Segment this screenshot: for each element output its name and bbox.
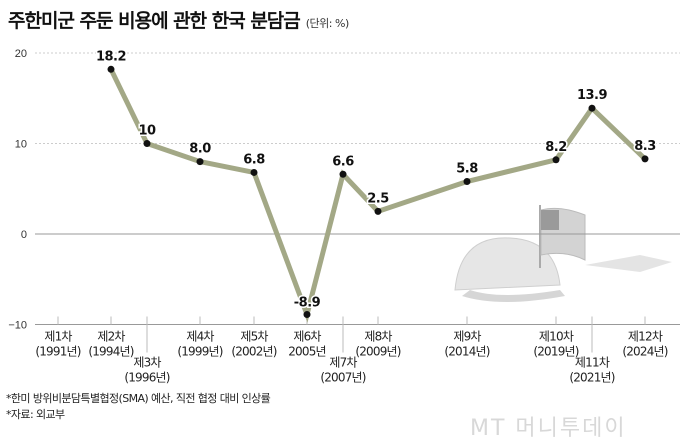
- x-tick-year: (1996년): [124, 371, 169, 385]
- data-point: [250, 168, 258, 176]
- data-point: [143, 140, 151, 147]
- data-point: [303, 311, 311, 319]
- x-tick-label: 제3차: [133, 356, 161, 370]
- data-point: [196, 158, 204, 166]
- logo-watermark: MT 머니투데이: [470, 416, 627, 441]
- chart-title: 주한미군 주둔 비용에 관한 한국 분담금 (단위: %): [8, 6, 349, 33]
- footnote-source: *자료: 외교부: [6, 408, 65, 421]
- data-label: 5.8: [456, 162, 478, 177]
- data-label: 18.2: [96, 49, 126, 64]
- x-tick-label: 제9차: [453, 330, 481, 344]
- helmet-icon: [454, 237, 561, 291]
- x-tick-year: (2009년): [355, 345, 400, 359]
- x-tick-label: 제5차: [240, 330, 268, 344]
- x-tick-year: (1999년): [177, 345, 222, 359]
- x-tick-year: 2005년: [288, 345, 326, 359]
- data-point: [641, 155, 649, 163]
- data-label: 6.8: [243, 152, 265, 167]
- data-label: 8.3: [634, 139, 656, 154]
- data-point: [107, 65, 115, 73]
- data-label: 6.6: [332, 154, 354, 169]
- data-label: 2.5: [367, 191, 389, 206]
- x-tick-label: 제7차: [329, 356, 357, 370]
- x-tick-year: (2021년): [569, 371, 614, 385]
- x-tick-year: (2024년): [622, 345, 667, 359]
- x-tick-year: (2002년): [231, 345, 276, 359]
- data-label: 13.9: [577, 88, 608, 103]
- data-point: [374, 207, 382, 215]
- data-label: -8.9: [294, 296, 321, 311]
- footnote-source-description: *한미 방위비분담특별협정(SMA) 예산, 직전 협정 대비 인상률: [6, 392, 271, 405]
- x-tick-year: (1994년): [88, 345, 133, 359]
- y-tick-label: −10: [8, 320, 27, 332]
- flag-canton-shape: [541, 210, 559, 230]
- y-tick-label: 20: [15, 48, 27, 60]
- y-tick-label: 10: [15, 139, 27, 151]
- unit-label: (단위: %): [305, 17, 349, 30]
- data-label: 10: [138, 124, 156, 139]
- x-tick-year: (1991년): [35, 345, 80, 359]
- x-tick-label: 제4차: [186, 330, 214, 344]
- x-tick-label: 제12차: [628, 330, 663, 344]
- data-point: [339, 170, 347, 178]
- y-tick-label: 0: [21, 229, 27, 241]
- x-tick-year: (2014년): [444, 345, 489, 359]
- x-tick-label: 제1차: [44, 330, 72, 344]
- x-tick-year: (2007년): [320, 371, 365, 385]
- flag-shadow-shape: [585, 255, 672, 272]
- data-label: 8.2: [545, 140, 567, 155]
- data-point: [588, 104, 596, 112]
- x-tick-label: 제10차: [539, 330, 574, 344]
- data-point: [552, 156, 560, 164]
- x-tick-year: (2019년): [533, 345, 578, 359]
- x-tick-label: 제8차: [364, 330, 392, 344]
- helmet-brim-shape: [462, 290, 565, 302]
- title-text: 주한미군 주둔 비용에 관한 한국 분담금: [8, 10, 301, 32]
- data-point: [463, 178, 471, 186]
- data-label: 8.0: [189, 142, 211, 157]
- x-tick-label: 제2차: [97, 330, 125, 344]
- x-tick-label: 제6차: [293, 330, 321, 344]
- x-tick-label: 제11차: [575, 356, 610, 370]
